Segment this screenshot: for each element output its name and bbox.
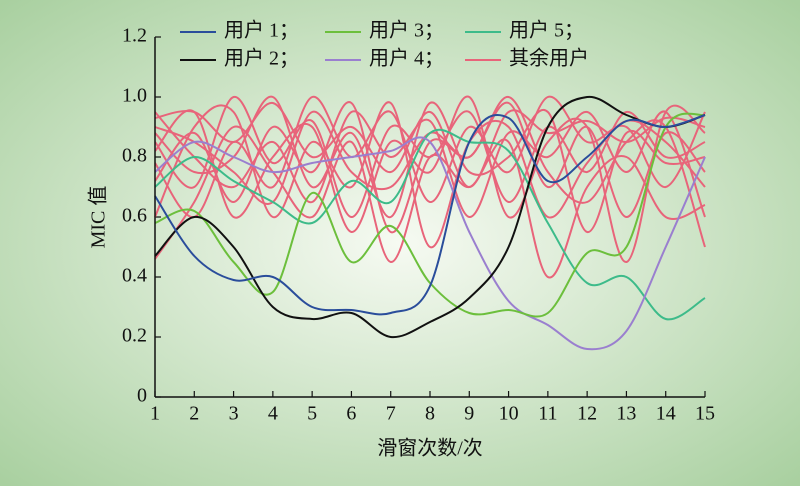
x-tick-label: 7: [386, 403, 396, 425]
x-tick-label: 6: [346, 403, 356, 425]
y-tick-label: 0.2: [122, 325, 147, 347]
x-tick-label: 3: [229, 403, 239, 425]
legend-label: 其余用户: [509, 47, 589, 70]
series-line: [154, 96, 706, 219]
x-tick-label: 8: [425, 403, 435, 425]
x-tick-label: 2: [189, 403, 199, 425]
x-tick-label: 9: [464, 403, 474, 425]
y-tick-label: 0.8: [122, 145, 147, 167]
series-line: [154, 128, 706, 321]
y-tick-label: 1.0: [122, 85, 147, 107]
x-tick-label: 4: [268, 403, 278, 425]
x-tick-label: 1: [150, 403, 160, 425]
legend-label: 用户 3；: [369, 19, 444, 42]
legend-label: 用户 1；: [224, 19, 299, 42]
series-line: [154, 114, 706, 316]
y-tick-label: 0: [137, 385, 147, 407]
legend-label: 用户 4；: [369, 47, 444, 70]
x-tick-label: 10: [499, 403, 519, 425]
x-tick-label: 5: [307, 403, 317, 425]
x-tick-label: 12: [577, 403, 597, 425]
series-line: [154, 110, 706, 218]
series-line: [154, 95, 706, 233]
x-tick-label: 14: [656, 403, 676, 425]
legend-label: 用户 5；: [509, 19, 584, 42]
y-tick-label: 0.6: [122, 205, 147, 227]
series-line: [154, 112, 706, 318]
series-line: [154, 136, 706, 351]
legend-label: 用户 2；: [224, 47, 299, 70]
x-tick-label: 11: [538, 403, 557, 425]
y-axis-label: MIC 值: [87, 186, 110, 249]
series-line: [154, 96, 706, 248]
series-line: [154, 101, 706, 249]
x-tick-label: 13: [616, 403, 636, 425]
x-tick-label: 15: [695, 403, 715, 425]
y-tick-label: 1.2: [122, 25, 147, 47]
y-tick-label: 0.4: [122, 265, 147, 287]
x-axis-label: 滑窗次数/次: [377, 437, 483, 460]
series-line: [154, 125, 706, 279]
series-line: [154, 95, 706, 219]
series-line: [154, 95, 706, 339]
